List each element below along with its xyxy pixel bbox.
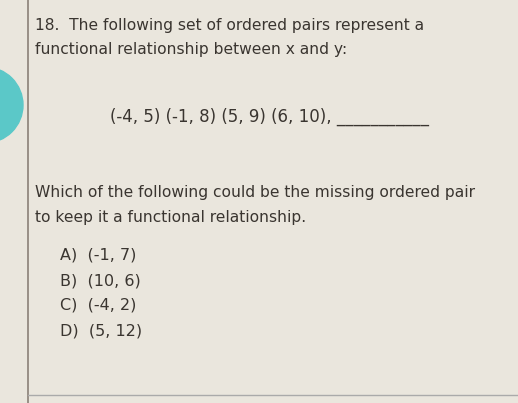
- Text: functional relationship between x and y:: functional relationship between x and y:: [35, 42, 347, 57]
- Text: C)  (-4, 2): C) (-4, 2): [60, 298, 136, 313]
- Text: A)  (-1, 7): A) (-1, 7): [60, 248, 136, 263]
- Text: to keep it a functional relationship.: to keep it a functional relationship.: [35, 210, 306, 225]
- Text: B)  (10, 6): B) (10, 6): [60, 273, 141, 288]
- Text: Which of the following could be the missing ordered pair: Which of the following could be the miss…: [35, 185, 475, 200]
- Text: (-4, 5) (-1, 8) (5, 9) (6, 10), ___________: (-4, 5) (-1, 8) (5, 9) (6, 10), ________…: [110, 108, 429, 126]
- Circle shape: [0, 67, 23, 143]
- Text: 18.  The following set of ordered pairs represent a: 18. The following set of ordered pairs r…: [35, 18, 424, 33]
- Text: D)  (5, 12): D) (5, 12): [60, 323, 142, 338]
